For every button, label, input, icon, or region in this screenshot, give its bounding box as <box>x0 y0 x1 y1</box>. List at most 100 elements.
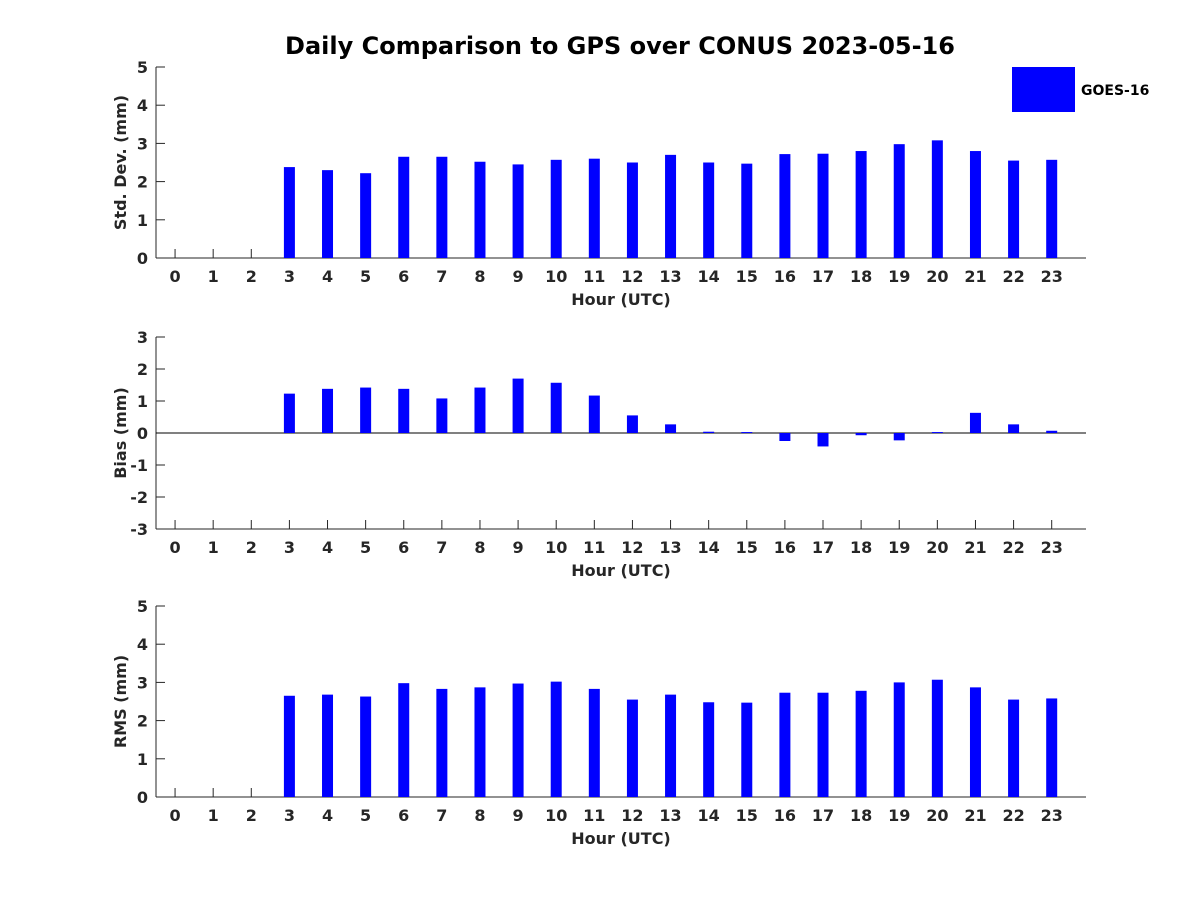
std-dev-mm-x-tick-label: 23 <box>1041 267 1063 286</box>
bias-mm-x-tick-label: 12 <box>621 538 643 557</box>
rms-mm-x-tick-label: 13 <box>659 806 681 825</box>
legend-label-goes-16: GOES-16 <box>1081 83 1149 99</box>
std-dev-mm-x-axis-label: Hour (UTC) <box>571 290 671 309</box>
std-dev-mm-x-tick-label: 9 <box>513 267 524 286</box>
rms-mm-y-tick-label: 0 <box>137 788 148 807</box>
std-dev-mm-x-tick-label: 10 <box>545 267 567 286</box>
rms-mm-x-tick-label: 10 <box>545 806 567 825</box>
std-dev-mm-bar-hour-6 <box>398 156 410 258</box>
rms-mm-x-tick-label: 21 <box>964 806 986 825</box>
std-dev-mm-bar-hour-22 <box>1008 160 1020 258</box>
std-dev-mm-x-tick-label: 3 <box>284 267 295 286</box>
std-dev-mm-bar-hour-17 <box>817 153 829 258</box>
std-dev-mm-y-tick-label: 3 <box>137 134 148 153</box>
rms-mm-bar-hour-4 <box>322 694 334 797</box>
rms-mm-bar-hour-9 <box>512 683 524 797</box>
rms-mm-x-axis-label: Hour (UTC) <box>571 829 671 848</box>
std-dev-mm-x-tick-label: 21 <box>964 267 986 286</box>
rms-mm-bar-hour-19 <box>893 682 905 797</box>
rms-mm-x-tick-label: 2 <box>246 806 257 825</box>
bias-mm-x-tick-label: 9 <box>513 538 524 557</box>
bias-mm-x-tick-label: 22 <box>1002 538 1024 557</box>
std-dev-mm-x-tick-label: 12 <box>621 267 643 286</box>
rms-mm-x-tick-label: 8 <box>474 806 485 825</box>
rms-mm-x-tick-label: 18 <box>850 806 872 825</box>
bias-mm-x-tick-label: 17 <box>812 538 834 557</box>
std-dev-mm-bar-hour-13 <box>665 154 677 258</box>
std-dev-mm-bar-hour-20 <box>931 140 943 258</box>
rms-mm-x-tick-label: 6 <box>398 806 409 825</box>
figure-title: Daily Comparison to GPS over CONUS 2023-… <box>285 32 955 60</box>
std-dev-mm-x-tick-label: 11 <box>583 267 605 286</box>
bias-mm-y-tick-label: 1 <box>137 392 148 411</box>
bias-mm-x-tick-label: 3 <box>284 538 295 557</box>
bias-mm-x-tick-label: 1 <box>208 538 219 557</box>
bias-mm-y-axis-label: Bias (mm) <box>111 387 130 479</box>
rms-mm-x-tick-label: 14 <box>698 806 720 825</box>
rms-mm-y-tick-label: 5 <box>137 597 148 616</box>
std-dev-mm-y-tick-label: 1 <box>137 211 148 230</box>
bias-mm-x-tick-label: 8 <box>474 538 485 557</box>
legend: GOES-16 <box>1012 67 1149 112</box>
bias-mm-bar-hour-21 <box>969 412 981 433</box>
rms-mm-bar-hour-21 <box>969 687 981 797</box>
bias-mm-bar-hour-9 <box>512 378 524 433</box>
bias-mm-x-tick-label: 19 <box>888 538 910 557</box>
std-dev-mm-x-tick-label: 13 <box>659 267 681 286</box>
rms-mm-x-tick-label: 1 <box>208 806 219 825</box>
rms-mm-bar-hour-6 <box>398 683 410 797</box>
std-dev-mm-x-tick-label: 1 <box>208 267 219 286</box>
std-dev-mm-bar-hour-21 <box>969 151 981 258</box>
rms-mm-x-tick-label: 0 <box>169 806 180 825</box>
rms-mm-x-tick-label: 15 <box>736 806 758 825</box>
std-dev-mm-bar-hour-9 <box>512 164 524 258</box>
bias-mm-x-tick-label: 0 <box>169 538 180 557</box>
rms-mm-bar-hour-3 <box>283 695 295 797</box>
std-dev-mm-bar-hour-7 <box>436 156 448 258</box>
bias-mm-x-tick-label: 20 <box>926 538 948 557</box>
bias-mm-x-tick-label: 13 <box>659 538 681 557</box>
rms-mm-x-tick-label: 23 <box>1041 806 1063 825</box>
bias-mm-bar-hour-14 <box>703 431 715 433</box>
bias-mm-y-tick-label: -1 <box>130 456 148 475</box>
bias-mm-x-tick-label: 6 <box>398 538 409 557</box>
rms-mm-x-tick-label: 5 <box>360 806 371 825</box>
bias-mm-x-tick-label: 23 <box>1041 538 1063 557</box>
rms-mm-bar-hour-7 <box>436 688 448 797</box>
rms-mm-bar-hour-8 <box>474 687 486 797</box>
bias-mm-x-tick-label: 7 <box>436 538 447 557</box>
rms-mm-x-tick-label: 4 <box>322 806 333 825</box>
std-dev-mm-bar-hour-12 <box>626 162 638 258</box>
bias-mm-y-tick-label: 0 <box>137 424 148 443</box>
std-dev-mm-bar-hour-11 <box>588 158 600 258</box>
bias-mm-y-tick-label: -3 <box>130 520 148 539</box>
bias-mm-bar-hour-6 <box>398 388 410 433</box>
rms-mm-y-tick-label: 2 <box>137 712 148 731</box>
std-dev-mm-x-tick-label: 2 <box>246 267 257 286</box>
bias-mm-x-tick-label: 16 <box>774 538 796 557</box>
rms-mm-x-tick-label: 22 <box>1002 806 1024 825</box>
bias-mm-bar-hour-23 <box>1046 430 1058 433</box>
bias-mm-x-tick-label: 14 <box>698 538 720 557</box>
std-dev-mm-bar-hour-10 <box>550 159 562 258</box>
rms-mm-bar-hour-20 <box>931 679 943 797</box>
std-dev-mm-bar-hour-14 <box>703 162 715 258</box>
rms-mm-bar-hour-5 <box>360 696 372 797</box>
std-dev-mm-x-tick-label: 15 <box>736 267 758 286</box>
rms-mm-x-tick-label: 20 <box>926 806 948 825</box>
std-dev-mm-x-tick-label: 5 <box>360 267 371 286</box>
bias-mm-bar-hour-13 <box>665 424 677 433</box>
std-dev-mm-bar-hour-8 <box>474 161 486 258</box>
std-dev-mm-bar-hour-19 <box>893 144 905 258</box>
std-dev-mm-x-tick-label: 7 <box>436 267 447 286</box>
std-dev-mm-y-axis-label: Std. Dev. (mm) <box>111 95 130 230</box>
rms-mm-bar-hour-22 <box>1008 699 1020 797</box>
rms-mm-bar-hour-11 <box>588 688 600 797</box>
std-dev-mm-y-tick-label: 4 <box>137 96 148 115</box>
bias-mm-bar-hour-8 <box>474 387 486 433</box>
bias-mm-y-tick-label: 3 <box>137 328 148 347</box>
bias-mm-x-tick-label: 18 <box>850 538 872 557</box>
std-dev-mm-bar-hour-15 <box>741 163 753 258</box>
